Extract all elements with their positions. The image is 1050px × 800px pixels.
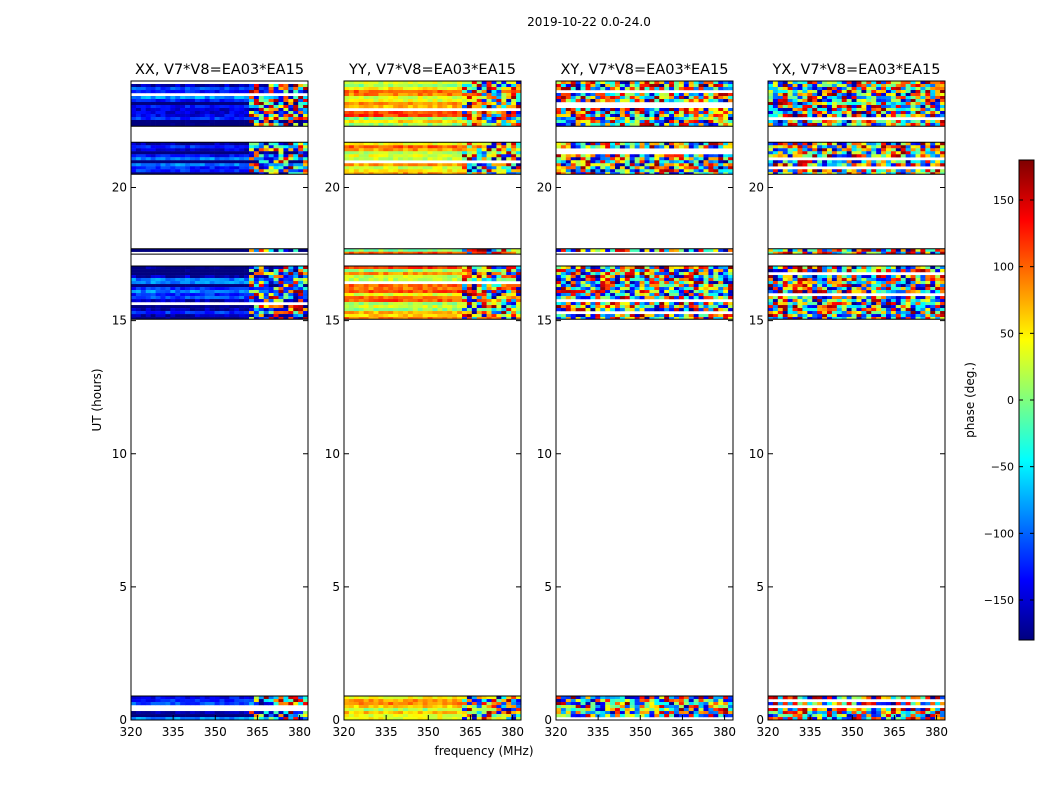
panel-2: YY, V7*V8=EA03*EA15 0 5 10 15 20 320 335 350 365 3… (325, 62, 524, 739)
y-tick-label: 5 (119, 580, 127, 594)
figure-suptitle: 2019-10-22 0.0-24.0 (527, 15, 651, 29)
x-tick-label: 365 (883, 725, 906, 739)
y-tick-label: 10 (537, 447, 552, 461)
y-tick-label: 15 (537, 314, 552, 328)
y-tick-label: 15 (749, 314, 764, 328)
panel-3: XY, V7*V8=EA03*EA15 0 5 10 15 20 320 335 350 365 3… (537, 62, 736, 739)
y-tick-label: 0 (544, 713, 552, 727)
panel-frame (555, 80, 734, 721)
panel-title: YY, V7*V8=EA03*EA15 (348, 62, 516, 78)
panel-title: XY, V7*V8=EA03*EA15 (560, 62, 728, 78)
x-tick-label: 320 (333, 725, 356, 739)
heatmap-cells (556, 81, 734, 718)
x-tick-label: 365 (246, 725, 269, 739)
panel-4: YX, V7*V8=EA03*EA15 0 5 10 15 20 320 335 350 365 3… (749, 62, 948, 739)
x-tick-label: 380 (713, 725, 736, 739)
y-tick-label: 15 (325, 314, 340, 328)
y-tick-label: 20 (325, 181, 340, 195)
y-tick-label: 5 (756, 580, 764, 594)
colorbar-tick-label: −100 (984, 527, 1014, 540)
y-tick-label: 0 (756, 713, 764, 727)
y-tick-label: 0 (119, 713, 127, 727)
colorbar-tick-label: 150 (993, 194, 1014, 207)
colorbar-tick-label: −50 (991, 461, 1014, 474)
panel-frame (343, 80, 522, 721)
x-tick-label: 350 (629, 725, 652, 739)
x-tick-label: 320 (757, 725, 780, 739)
heatmap-cells (131, 84, 309, 721)
x-tick-label: 335 (587, 725, 610, 739)
y-tick-label: 10 (749, 447, 764, 461)
panel-background (768, 81, 945, 720)
panel-1: XX, V7*V8=EA03*EA15 0 5 10 15 20 320 335 350 365 3… (112, 62, 311, 739)
panels-group: XX, V7*V8=EA03*EA15 0 5 10 15 20 320 335 350 365 3… (112, 62, 948, 739)
y-tick-label: 5 (332, 580, 340, 594)
colorbar-tick-label: −150 (984, 594, 1014, 607)
x-axis-label: frequency (MHz) (434, 744, 533, 758)
x-tick-label: 350 (417, 725, 440, 739)
y-tick-label: 10 (325, 447, 340, 461)
y-tick-label: 5 (544, 580, 552, 594)
x-tick-label: 365 (671, 725, 694, 739)
x-tick-label: 350 (204, 725, 227, 739)
colorbar-tick-label: 0 (1007, 394, 1014, 407)
x-tick-label: 365 (459, 725, 482, 739)
panel-background (344, 81, 521, 720)
colorbar-label: phase (deg.) (963, 362, 977, 438)
panel-background (131, 81, 308, 720)
panel-frame (767, 80, 946, 721)
x-tick-label: 350 (841, 725, 864, 739)
panel-frame (130, 80, 309, 721)
panel-title: YX, V7*V8=EA03*EA15 (771, 62, 940, 78)
x-tick-label: 380 (501, 725, 524, 739)
x-tick-label: 335 (799, 725, 822, 739)
x-tick-label: 320 (545, 725, 568, 739)
colorbar: −150 −100 −50 0 50 100 150 (984, 159, 1035, 641)
x-tick-label: 380 (288, 725, 311, 739)
y-tick-label: 10 (112, 447, 127, 461)
y-tick-label: 15 (112, 314, 127, 328)
x-tick-label: 320 (120, 725, 143, 739)
x-tick-label: 380 (925, 725, 948, 739)
y-tick-label: 0 (332, 713, 340, 727)
y-tick-label: 20 (112, 181, 127, 195)
y-tick-label: 20 (749, 181, 764, 195)
panel-background (556, 81, 733, 720)
x-tick-label: 335 (162, 725, 185, 739)
panel-title: XX, V7*V8=EA03*EA15 (135, 62, 304, 78)
y-tick-label: 20 (537, 181, 552, 195)
x-tick-label: 335 (375, 725, 398, 739)
y-axis-label: UT (hours) (90, 368, 104, 431)
heatmap-cells (768, 81, 946, 721)
colorbar-tick-label: 50 (1000, 327, 1014, 340)
colorbar-tick-label: 100 (993, 261, 1014, 274)
